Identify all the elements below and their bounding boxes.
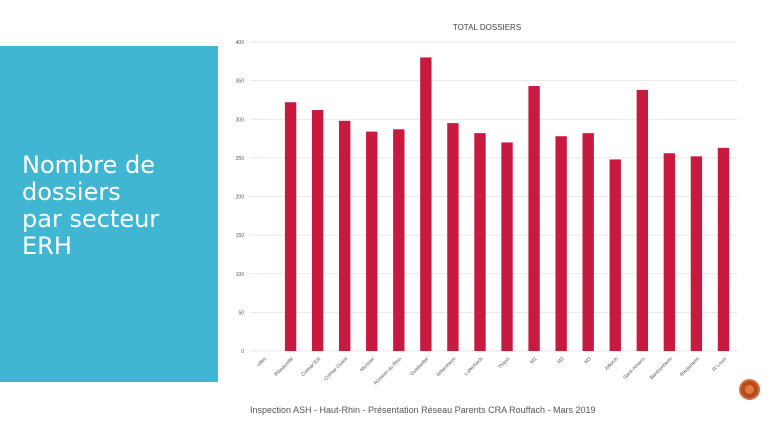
- x-tick-label: Wittenheim: [435, 356, 457, 378]
- x-tick-label: Rixheim du Rhin: [373, 356, 403, 386]
- bar: [582, 133, 594, 351]
- y-tick-label: 250: [236, 156, 245, 162]
- x-axis: villes Ribeauvillé Colmar Est Colmar Ouest M…: [256, 356, 728, 387]
- y-tick-label: 150: [236, 233, 245, 239]
- x-tick-label: M1: [529, 356, 538, 365]
- bar: [284, 102, 297, 351]
- bar: [609, 159, 621, 351]
- x-tick-label: M2: [556, 356, 565, 365]
- bar-series: [284, 57, 730, 352]
- bar: [528, 86, 540, 351]
- title-panel: [0, 46, 218, 382]
- x-tick-label: Colmar Est: [300, 356, 322, 378]
- x-tick-label: Lutterbach: [463, 356, 484, 377]
- y-axis: 0 50 100 150 200 250 300 350 400: [236, 40, 245, 355]
- x-tick-label: St Louis: [711, 356, 728, 373]
- x-tick-label: Altkirch: [604, 356, 620, 372]
- x-tick-label: Saint-Amarin: [622, 356, 647, 381]
- bar: [474, 133, 486, 351]
- bar: [339, 120, 351, 351]
- x-tick-label: Munster: [359, 356, 376, 373]
- slide-footer: Inspection ASH - Haut-Rhin - Présentatio…: [250, 405, 596, 415]
- y-tick-label: 350: [236, 79, 245, 85]
- bar: [447, 123, 459, 351]
- bar: [690, 156, 703, 351]
- bar: [393, 129, 405, 351]
- x-tick-label: villes: [256, 356, 268, 368]
- x-tick-label: Guebwiller: [409, 356, 430, 377]
- x-tick-label: Colmar Ouest: [323, 356, 349, 382]
- y-tick-label: 300: [236, 117, 245, 123]
- x-tick-label: Bantzenheim: [649, 356, 674, 381]
- y-tick-label: 400: [236, 40, 245, 46]
- bar: [636, 89, 648, 352]
- bar: [366, 131, 378, 351]
- x-tick-label: Thann: [497, 356, 511, 370]
- y-tick-label: 50: [238, 310, 244, 316]
- bar: [717, 147, 730, 351]
- bar: [663, 153, 676, 351]
- x-tick-label: Ribeauvillé: [273, 356, 295, 378]
- chart-title: TOTAL DOSSIERS: [453, 23, 521, 32]
- bar: [501, 142, 513, 351]
- y-tick-label: 200: [236, 195, 245, 201]
- bar: [311, 109, 324, 351]
- bar: [420, 57, 432, 351]
- y-tick-label: 100: [236, 272, 245, 278]
- x-tick-label: M3: [583, 356, 592, 365]
- x-tick-label: Riedisheim: [679, 356, 701, 378]
- chart-grid: [250, 41, 737, 352]
- bar: [555, 136, 567, 351]
- bar-chart: TOTAL DOSSIERS 050100150200250300350400 …: [236, 23, 737, 387]
- slide-title: Nombre de dossiers par secteur ERH: [22, 151, 160, 260]
- circle-button-icon[interactable]: [739, 379, 760, 400]
- y-tick-label: 0: [241, 349, 244, 355]
